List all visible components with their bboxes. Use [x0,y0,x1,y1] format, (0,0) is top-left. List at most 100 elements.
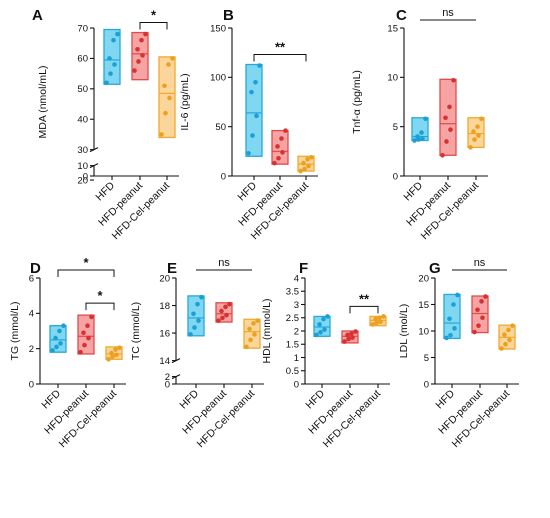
category-label: HFD [401,179,425,203]
y-tick-label: 18 [159,301,170,312]
y-tick-label: 0.5 [286,366,299,377]
data-point [472,137,477,142]
data-point [162,83,167,89]
data-point [475,307,480,313]
data-point [107,56,112,61]
data-point [314,332,319,338]
data-point [346,336,351,342]
y-tick-label: 4 [294,273,299,284]
y-tick-label: 3.5 [286,287,299,298]
box-HFD-peanut [215,302,233,323]
panel-letter: C [396,7,407,24]
data-point [199,294,204,300]
data-point [104,80,109,86]
data-point [306,163,311,169]
significance-bracket [349,305,379,314]
data-point [510,323,515,329]
data-point [86,335,91,341]
box-HFD-peanut [271,129,289,165]
data-point [166,62,171,67]
y-tick-label: 1.5 [286,340,299,351]
data-point [247,326,252,332]
data-point [455,292,460,298]
box-HFD [49,325,67,353]
data-point [139,37,144,43]
y-axis-label: TC (mmol/L) [130,302,142,360]
y-tick-label: 6 [29,273,34,284]
data-point [132,68,137,73]
data-point [196,318,201,323]
category-label: HFD [93,179,117,203]
y-axis-label: MDA (nmol/mL) [37,66,49,139]
data-point [275,144,280,149]
y-tick-label: 16 [159,328,170,339]
significance-label: * [83,255,89,270]
data-point [472,329,477,335]
data-point [374,320,379,326]
data-point [223,304,228,310]
data-point [135,46,140,52]
data-point [342,339,347,344]
data-point [451,77,456,83]
data-point [468,145,473,150]
y-tick-label: 15 [418,300,429,311]
data-point [444,139,449,144]
data-point [419,130,424,135]
y-tick-label: 100 [210,73,226,84]
data-point [309,154,314,160]
data-point [415,134,420,139]
data-point [57,328,62,334]
data-point [61,323,66,329]
data-point [250,133,255,138]
data-point [170,56,175,61]
data-point [321,316,326,322]
panel-letter: F [299,260,308,277]
data-point [353,329,358,334]
significance-bracket [57,269,115,277]
y-tick-label: 0 [294,379,299,390]
data-point [444,335,449,341]
data-point [443,115,448,121]
data-point [188,332,193,337]
data-point [224,312,229,318]
data-point [54,344,59,350]
y-tick-label: 4 [29,309,34,320]
data-point [192,325,197,330]
y-axis-label: HDL (mmol/L) [261,299,273,364]
data-point [251,321,256,326]
y-tick-label: 40 [77,115,88,126]
data-point [423,116,428,122]
data-point [483,294,488,299]
y-tick-label: 14 [159,356,170,367]
data-point [279,136,284,141]
panel-letter: A [32,7,43,24]
y-tick-label: 5 [424,353,429,364]
y-tick-label: 0 [165,379,170,390]
panel-letter: B [223,7,234,24]
data-point [111,37,116,43]
data-point [471,129,476,134]
data-point [298,168,303,174]
data-point [106,356,111,362]
box-HFD-Cel-peanut [467,117,485,149]
data-point [163,110,168,116]
box-HFD-peanut [471,295,489,334]
data-point [252,332,257,337]
box-HFD-peanut [439,78,457,156]
data-point [377,315,382,321]
data-point [117,345,122,351]
data-point [452,326,457,331]
y-axis-label: Tnf-α (pg/mL) [351,70,363,134]
y-tick-label: 50 [77,84,88,95]
data-point [476,133,481,138]
y-tick-label: 0 [221,171,226,182]
category-label: HFD [39,387,63,411]
data-point [507,337,512,343]
data-point [381,314,386,319]
